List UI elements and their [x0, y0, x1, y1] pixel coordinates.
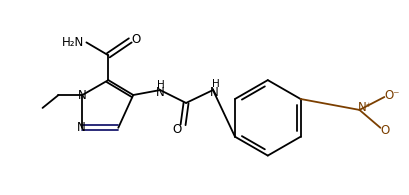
- Text: H₂N: H₂N: [62, 36, 84, 49]
- Text: N⁺: N⁺: [358, 101, 373, 114]
- Text: N: N: [78, 89, 87, 102]
- Text: O: O: [132, 33, 141, 46]
- Text: H: H: [157, 80, 165, 90]
- Text: O: O: [381, 124, 390, 137]
- Text: O: O: [173, 123, 182, 136]
- Text: H: H: [212, 79, 220, 89]
- Text: N: N: [209, 86, 218, 98]
- Text: N: N: [77, 121, 86, 134]
- Text: O⁻: O⁻: [384, 89, 400, 102]
- Text: N: N: [156, 86, 164, 98]
